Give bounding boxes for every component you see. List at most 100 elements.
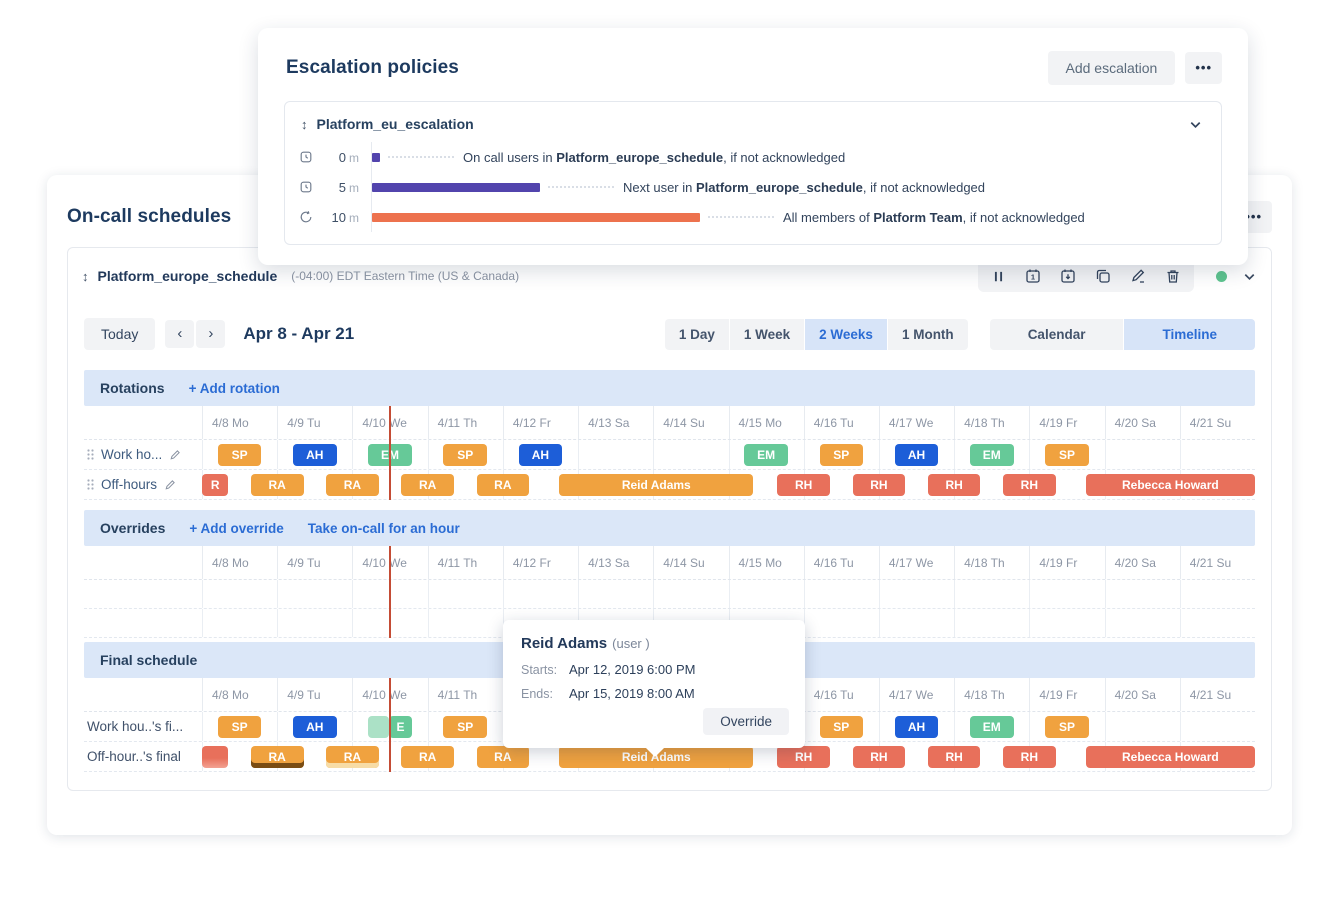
grid-cell [427,609,503,637]
schedule-block-sp[interactable]: SP [217,716,262,738]
day-header-4-10-We: 4/10 We [352,406,427,439]
grid-cell [728,440,804,469]
schedule-block-ra[interactable]: RA [401,746,454,768]
pause-icon[interactable] [991,269,1006,284]
calendar-day-icon[interactable]: 1 [1025,268,1041,284]
rotation-label-work-hours[interactable]: Work ho... [84,440,202,469]
prev-button[interactable]: ‹ [165,320,195,348]
schedule-block-sp[interactable]: SP [1045,716,1089,738]
next-button[interactable]: › [196,320,226,348]
drag-handle-icon[interactable] [87,479,94,490]
repeat-icon [299,210,323,224]
schedule-block-sp[interactable]: SP [819,716,864,738]
schedule-block-ra[interactable]: RA [326,746,379,768]
schedule-block-ra[interactable]: RA [401,474,454,496]
rotation-label-off-hours[interactable]: Off-hours [84,470,202,499]
take-on-call-link[interactable]: Take on-call for an hour [307,520,460,536]
view-option-1-day[interactable]: 1 Day [664,318,729,350]
grid-cell [1179,440,1255,469]
schedule-block-rh[interactable]: RH [1003,746,1056,768]
view-zoom-segmented: 1 Day 1 Week 2 Weeks 1 Month [664,318,968,350]
view-mode-segmented: Calendar Timeline [989,318,1255,350]
schedule-block-em[interactable]: EM [744,444,788,466]
schedule-block-rh[interactable]: RH [852,474,906,496]
grid-cell [578,440,653,469]
schedule-block-ra[interactable]: RA [326,474,379,496]
schedule-block-rh[interactable]: RH [927,474,981,496]
grid-cell [1179,712,1255,741]
schedule-block-em[interactable]: EM [969,444,1014,466]
chevron-down-icon[interactable] [1188,117,1203,132]
date-nav: ‹ › [165,320,226,348]
day-header-4-19-Fr: 4/19 Fr [1029,546,1104,579]
edit-icon[interactable] [1130,268,1146,284]
schedule-block-ah[interactable]: AH [293,444,337,466]
grid-cell [803,580,879,608]
schedule-block[interactable] [368,716,390,738]
schedule-block-rebecca-howard[interactable]: Rebecca Howard [1085,746,1255,768]
schedule-block-reid-adams[interactable]: Reid Adams [559,746,754,768]
view-option-1-month[interactable]: 1 Month [887,318,968,350]
view-option-2-weeks[interactable]: 2 Weeks [805,318,887,350]
day-header-4-20-Sa: 4/20 Sa [1104,406,1180,439]
schedule-block-rh[interactable]: RH [777,474,831,496]
calendar-export-icon[interactable] [1060,268,1076,284]
schedule-block-ra[interactable]: RA [476,474,530,496]
rotations-section: Rotations + Add rotation 4/8 Mo 4/9 Tu 4/1… [84,370,1255,500]
schedule-block-sp[interactable]: SP [819,444,864,466]
schedule-block-ra[interactable]: RA [250,746,304,768]
schedule-block-rh[interactable]: RH [852,746,906,768]
escalation-menu-button[interactable]: ••• [1185,52,1222,84]
overrides-section: Overrides + Add override Take on-call fo… [84,510,1255,638]
drag-vertical-icon[interactable]: ↕ [301,116,308,132]
rotation-name[interactable]: Work ho... [101,447,163,462]
edit-rotation-icon[interactable] [169,449,181,461]
schedule-block-sp[interactable]: SP [443,444,488,466]
override-button[interactable]: Override [703,708,789,735]
schedule-block-em[interactable]: EM [969,716,1014,738]
add-escalation-button[interactable]: Add escalation [1047,51,1176,85]
schedule-block[interactable] [202,746,229,768]
final-label-off-hours: Off-hour..'s final [87,749,181,764]
escalation-delay-bar [372,212,700,222]
rotation-name[interactable]: Off-hours [101,477,158,492]
schedule-block-ah[interactable]: AH [293,716,337,738]
schedule-block-sp[interactable]: SP [217,444,262,466]
schedule-block-rh[interactable]: RH [927,746,981,768]
schedule-block-ah[interactable]: AH [518,444,563,466]
view-option-calendar[interactable]: Calendar [989,318,1124,350]
day-header-4-19-Fr: 4/19 Fr [1029,406,1104,439]
day-header-4-19-Fr: 4/19 Fr [1029,678,1104,711]
schedule-block-rh[interactable]: RH [1003,474,1056,496]
schedule-block-ah[interactable]: AH [894,444,939,466]
day-header-4-21-Su: 4/21 Su [1179,546,1255,579]
calendar-clone-icon[interactable] [1095,268,1111,284]
add-rotation-link[interactable]: + Add rotation [188,380,280,396]
drag-vertical-icon[interactable]: ↕ [82,268,89,284]
grid-cell [1029,440,1104,469]
view-option-1-week[interactable]: 1 Week [729,318,805,350]
schedule-block-sp[interactable]: SP [1045,444,1089,466]
day-header-4-8-Mo: 4/8 Mo [202,546,277,579]
schedule-block-r[interactable]: R [202,474,229,496]
today-button[interactable]: Today [84,318,156,350]
grid-cell [1179,580,1255,608]
schedule-block-ah[interactable]: AH [894,716,939,738]
schedule-block-reid-adams[interactable]: Reid Adams [559,474,754,496]
add-override-link[interactable]: + Add override [189,520,284,536]
edit-rotation-icon[interactable] [164,479,176,491]
drag-handle-icon[interactable] [87,449,94,460]
schedule-block-rebecca-howard[interactable]: Rebecca Howard [1085,474,1255,496]
view-option-timeline[interactable]: Timeline [1124,318,1255,350]
delete-icon[interactable] [1165,268,1181,284]
schedule-block-sp[interactable]: SP [443,716,488,738]
day-header-4-10-We: 4/10 We [352,546,427,579]
schedule-block-rh[interactable]: RH [777,746,831,768]
day-header-4-17-We: 4/17 We [878,406,954,439]
day-header-4-21-Su: 4/21 Su [1179,678,1255,711]
schedule-block-e[interactable]: E [389,716,412,738]
chevron-down-icon[interactable] [1242,269,1257,284]
schedule-block-ra[interactable]: RA [476,746,530,768]
schedule-block-ra[interactable]: RA [250,474,304,496]
